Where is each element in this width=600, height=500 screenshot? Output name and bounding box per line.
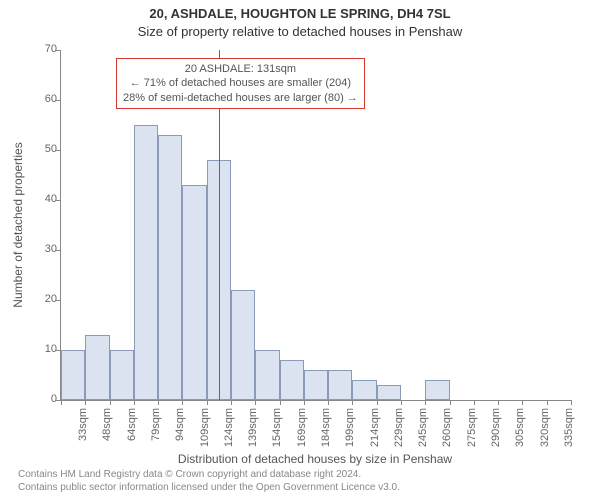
x-tick-mark: [474, 400, 475, 405]
chart-title-line1: 20, ASHDALE, HOUGHTON LE SPRING, DH4 7SL: [0, 6, 600, 21]
x-tick-mark: [110, 400, 111, 405]
annotation-box: 20 ASHDALE: 131sqm← 71% of detached hous…: [116, 58, 365, 109]
y-tick-label: 10: [27, 344, 57, 355]
x-tick-mark: [547, 400, 548, 405]
x-tick-mark: [134, 400, 135, 405]
plot-region: 01020304050607033sqm48sqm64sqm79sqm94sqm…: [60, 50, 571, 401]
y-tick-mark: [56, 50, 61, 51]
x-tick-mark: [207, 400, 208, 405]
histogram-bar: [61, 350, 85, 400]
x-tick-mark: [158, 400, 159, 405]
y-tick-mark: [56, 300, 61, 301]
y-tick-mark: [56, 100, 61, 101]
y-tick-label: 70: [27, 44, 57, 55]
histogram-bar: [110, 350, 134, 400]
y-tick-label: 20: [27, 294, 57, 305]
y-tick-label: 60: [27, 94, 57, 105]
histogram-bar: [182, 185, 206, 400]
y-tick-mark: [56, 200, 61, 201]
x-tick-mark: [425, 400, 426, 405]
y-tick-mark: [56, 250, 61, 251]
histogram-bar: [304, 370, 328, 400]
x-tick-mark: [522, 400, 523, 405]
y-tick-label: 30: [27, 244, 57, 255]
x-tick-mark: [352, 400, 353, 405]
x-tick-mark: [328, 400, 329, 405]
histogram-bar: [85, 335, 109, 400]
histogram-bar: [328, 370, 352, 400]
x-tick-mark: [401, 400, 402, 405]
footer-line1: Contains HM Land Registry data © Crown c…: [18, 468, 400, 481]
chart-area: 01020304050607033sqm48sqm64sqm79sqm94sqm…: [60, 50, 570, 400]
histogram-bar: [280, 360, 304, 400]
histogram-bar: [134, 125, 158, 400]
histogram-bar: [352, 380, 376, 400]
x-tick-mark: [498, 400, 499, 405]
x-tick-mark: [571, 400, 572, 405]
y-tick-label: 40: [27, 194, 57, 205]
y-axis-label: Number of detached properties: [11, 142, 25, 307]
histogram-bar: [158, 135, 182, 400]
y-tick-label: 50: [27, 144, 57, 155]
histogram-bar: [425, 380, 449, 400]
x-tick-mark: [85, 400, 86, 405]
x-tick-mark: [280, 400, 281, 405]
histogram-bar: [231, 290, 255, 400]
histogram-bar: [255, 350, 279, 400]
footer-attribution: Contains HM Land Registry data © Crown c…: [18, 468, 400, 494]
x-tick-mark: [450, 400, 451, 405]
annotation-line: 20 ASHDALE: 131sqm: [123, 62, 358, 76]
annotation-line: 28% of semi-detached houses are larger (…: [123, 91, 358, 105]
x-tick-mark: [182, 400, 183, 405]
footer-line2: Contains public sector information licen…: [18, 481, 400, 494]
x-tick-mark: [231, 400, 232, 405]
chart-title-line2: Size of property relative to detached ho…: [0, 24, 600, 39]
x-tick-mark: [61, 400, 62, 405]
x-tick-mark: [377, 400, 378, 405]
x-tick-mark: [255, 400, 256, 405]
x-tick-mark: [304, 400, 305, 405]
y-tick-label: 0: [27, 394, 57, 405]
x-axis-label: Distribution of detached houses by size …: [60, 452, 570, 466]
chart-container: 20, ASHDALE, HOUGHTON LE SPRING, DH4 7SL…: [0, 0, 600, 500]
annotation-line: ← 71% of detached houses are smaller (20…: [123, 76, 358, 90]
histogram-bar: [377, 385, 401, 400]
y-tick-mark: [56, 150, 61, 151]
